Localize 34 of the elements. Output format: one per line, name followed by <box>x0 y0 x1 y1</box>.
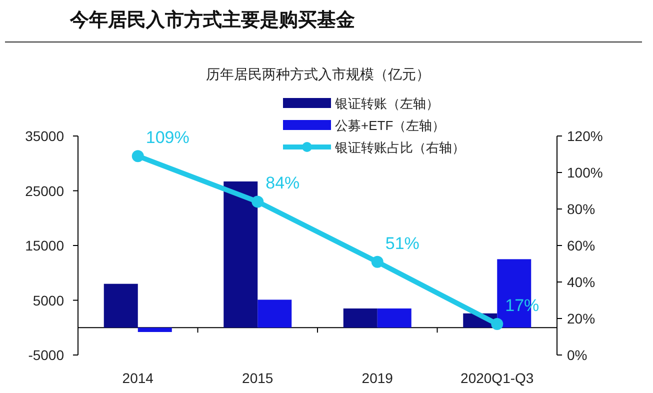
bar <box>343 308 378 328</box>
y2-tick-label: 100% <box>567 164 603 180</box>
y2-tick-label: 20% <box>567 310 596 326</box>
y2-tick-label: 60% <box>567 238 596 254</box>
y2-tick-label: 80% <box>567 201 596 217</box>
chart-title: 今年居民入市方式主要是购买基金 <box>69 9 355 31</box>
chart-subtitle: 历年居民两种方式入市规模（亿元） <box>206 66 430 82</box>
x-tick-label: 2015 <box>242 370 274 386</box>
legend-label: 银证转账占比（右轴） <box>334 140 465 155</box>
point <box>371 256 384 268</box>
point <box>491 318 504 330</box>
y2-tick-label: 0% <box>567 347 588 363</box>
data-label: 84% <box>266 174 300 193</box>
y2-tick-label: 120% <box>567 128 603 144</box>
x-tick-label: 2019 <box>362 370 394 386</box>
data-label: 51% <box>385 234 420 253</box>
bar <box>138 328 172 332</box>
y-tick-label: 25000 <box>25 182 64 199</box>
bar <box>258 300 292 328</box>
y-tick-label: 35000 <box>25 128 64 144</box>
bar <box>377 308 412 328</box>
y-tick-label: -5000 <box>28 347 64 363</box>
bar <box>224 181 258 328</box>
bar <box>104 284 138 328</box>
legend-label: 公募+ETF（左轴） <box>335 118 446 133</box>
legend-label: 银证转账（左轴） <box>334 96 439 111</box>
point <box>252 196 264 208</box>
data-label: 109% <box>146 128 190 148</box>
point <box>132 150 144 162</box>
y-tick-label: 15000 <box>25 238 64 254</box>
y2-tick-label: 40% <box>567 274 596 290</box>
y-tick-label: 5000 <box>32 292 64 308</box>
x-tick-label: 2014 <box>122 370 154 386</box>
x-tick-label: 2020Q1-Q3 <box>460 370 534 386</box>
